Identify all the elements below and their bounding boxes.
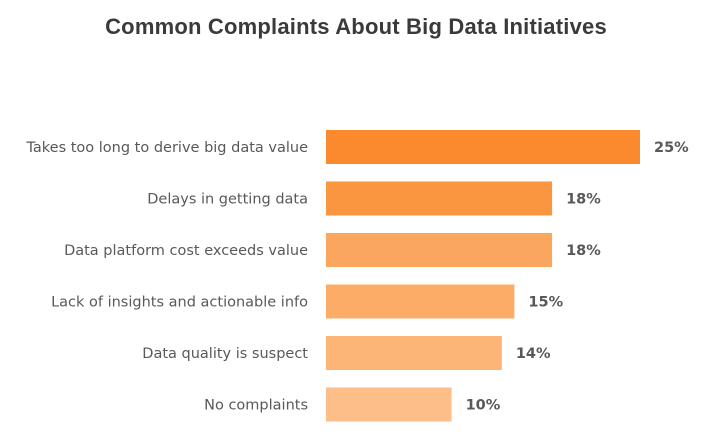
category-label-2: Data platform cost exceeds value <box>64 243 308 259</box>
category-label-1: Delays in getting data <box>147 192 308 208</box>
bars-layer <box>326 130 640 422</box>
value-label-2: 18% <box>566 243 601 259</box>
chart-title: Common Complaints About Big Data Initiat… <box>105 14 607 39</box>
category-label-0: Takes too long to derive big data value <box>25 140 308 156</box>
bar-2 <box>326 233 553 267</box>
bar-3 <box>326 284 515 319</box>
category-label-4: Data quality is suspect <box>142 346 308 362</box>
category-label-5: No complaints <box>204 398 308 414</box>
value-labels: 25% 18% 18% 15% 14% 10% <box>466 140 690 414</box>
category-label-3: Lack of insights and actionable info <box>51 295 308 311</box>
value-label-0: 25% <box>654 140 689 156</box>
bar-5 <box>326 387 452 422</box>
value-label-4: 14% <box>516 346 551 362</box>
category-labels: Takes too long to derive big data value D… <box>25 140 308 414</box>
bar-1 <box>326 181 553 216</box>
bar-0 <box>326 130 640 164</box>
value-label-5: 10% <box>466 398 501 414</box>
bar-4 <box>326 336 502 370</box>
value-label-3: 15% <box>528 295 563 311</box>
value-label-1: 18% <box>566 192 601 208</box>
